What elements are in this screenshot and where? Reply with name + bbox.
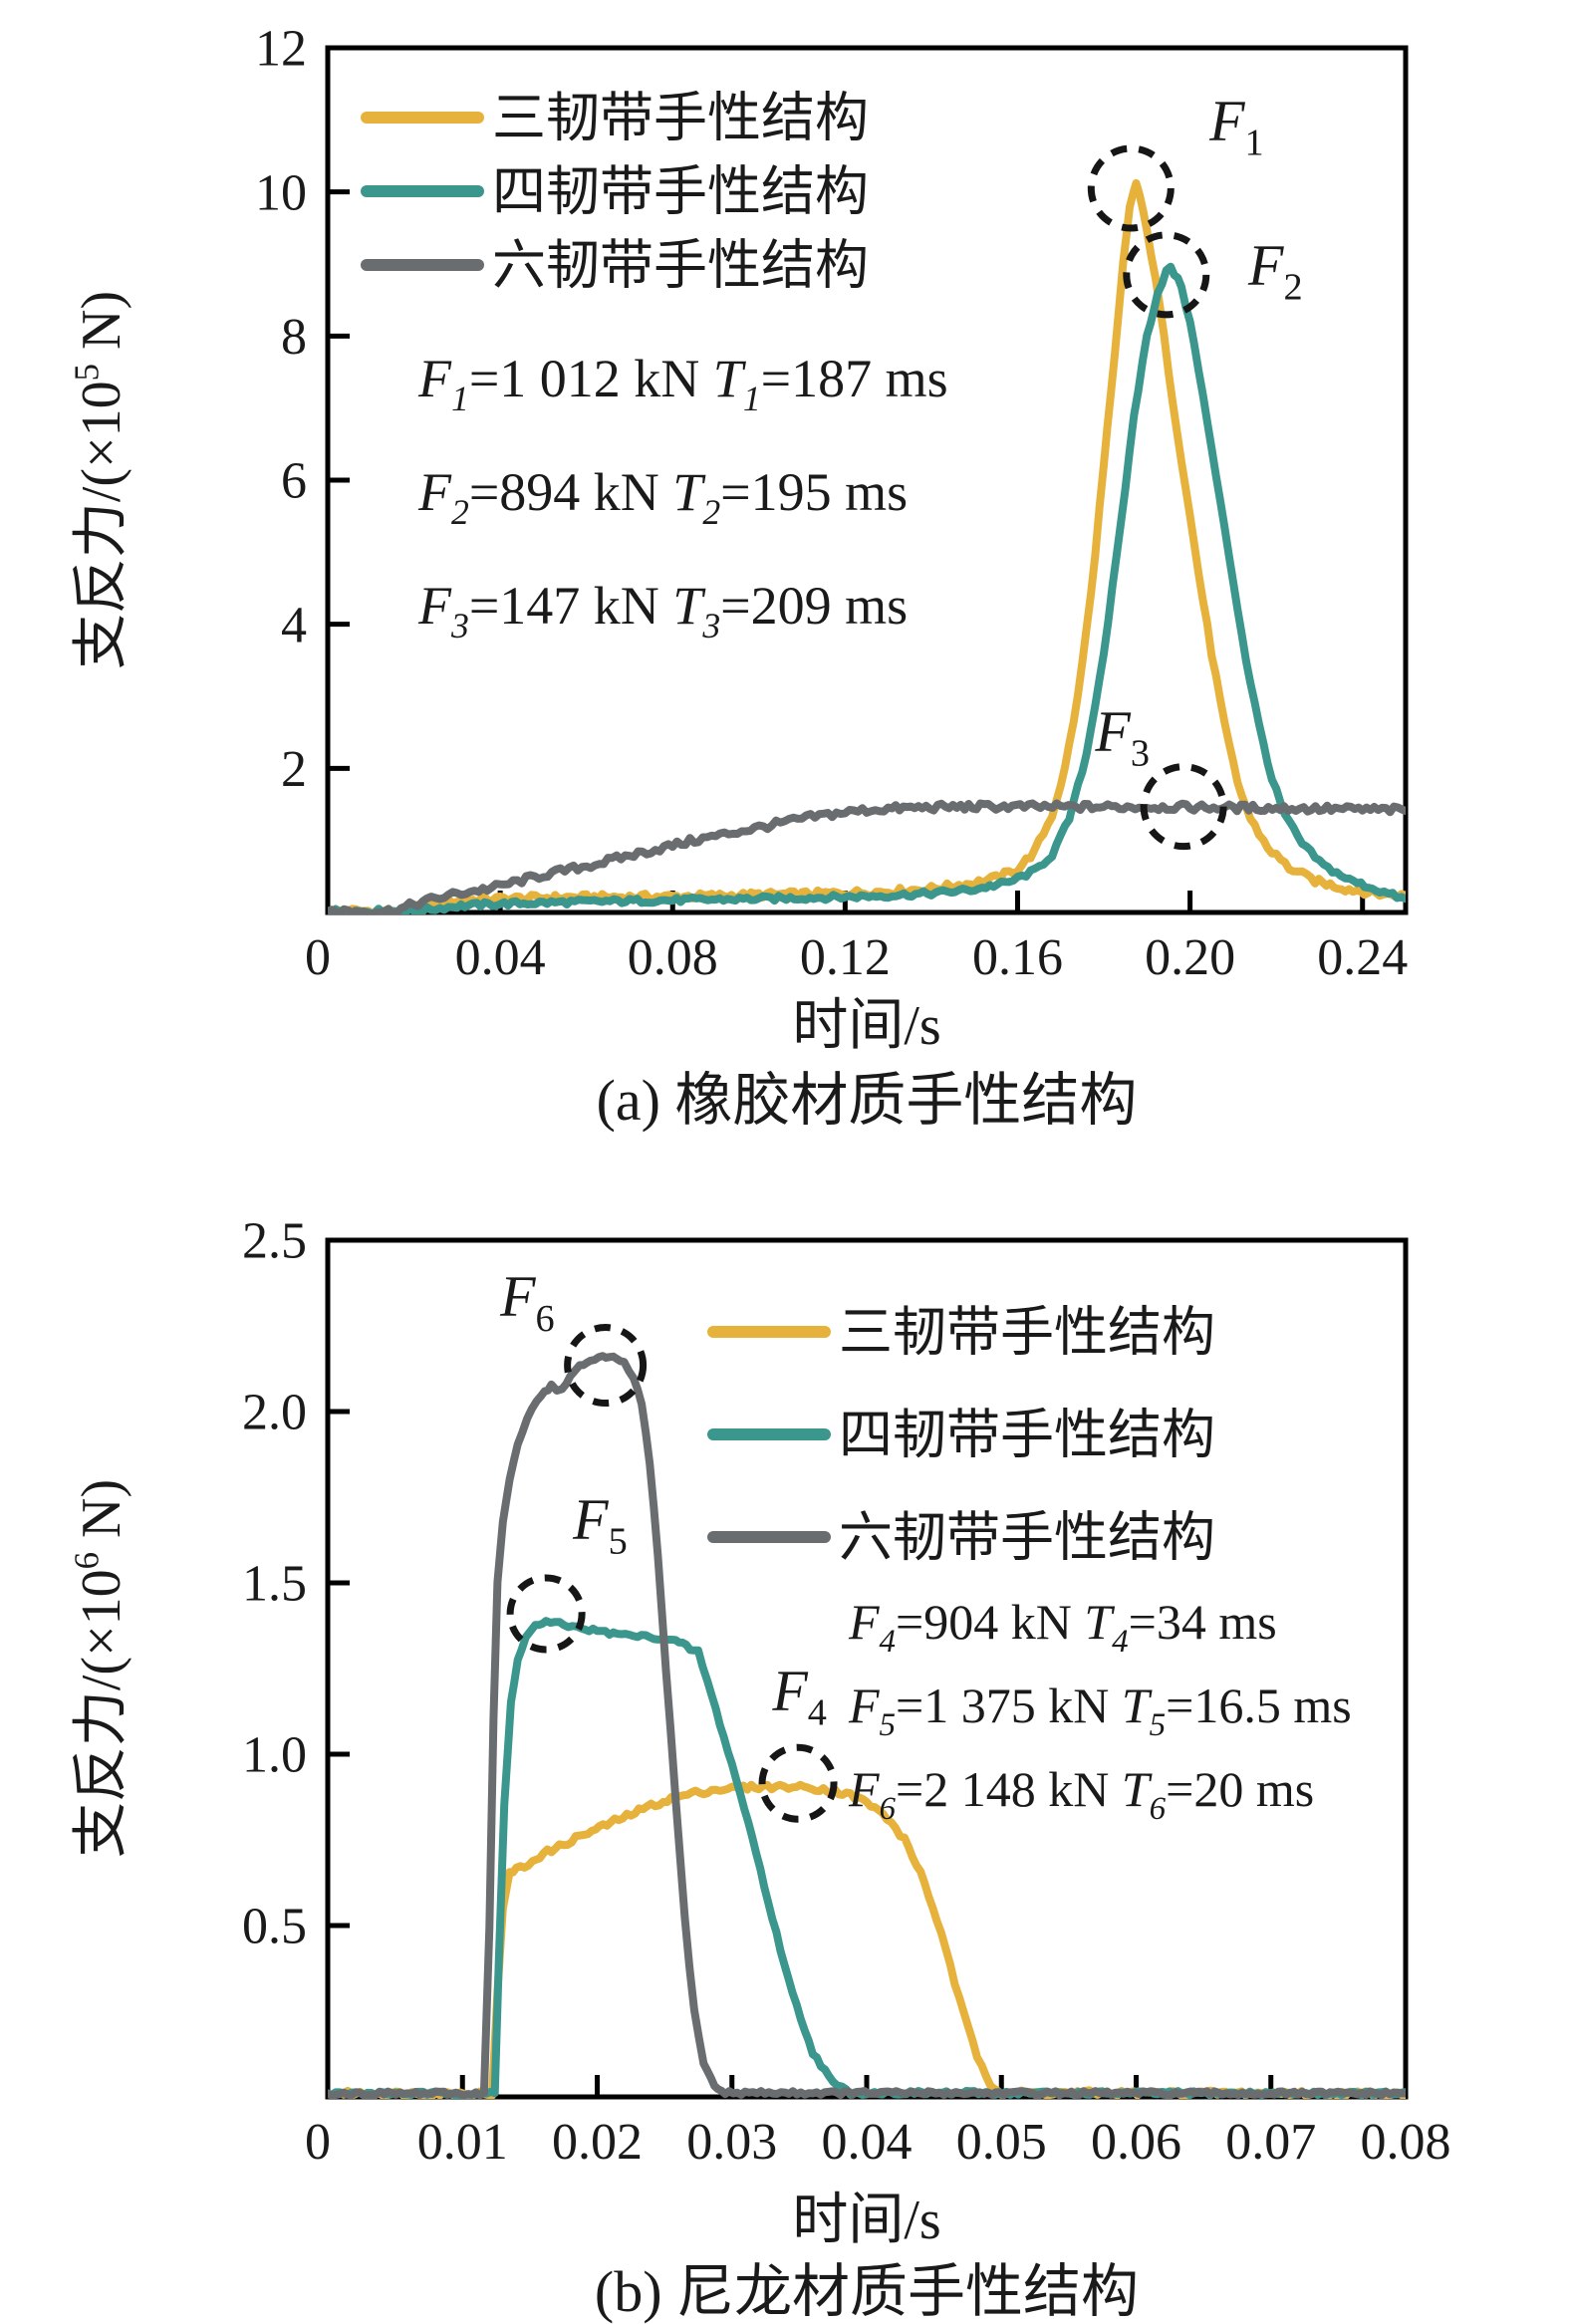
subplot-caption: (a) 橡胶材质手性结构 xyxy=(597,1068,1138,1133)
x-tick-label: 0.02 xyxy=(552,2114,643,2171)
legend-label-six-ligament: 六韧带手性结构 xyxy=(839,1507,1215,1567)
x-tick-label: 0.08 xyxy=(1361,2114,1451,2171)
legend-label-three-ligament: 三韧带手性结构 xyxy=(839,1302,1215,1362)
chart-a-rubber: 0 0.04 0.08 0.12 0.16 0.20 0.24 2 4 6 8 10 12 三韧带手性结构… xyxy=(68,21,1409,1133)
x-tick-label: 0.16 xyxy=(972,929,1063,986)
legend-label-three-ligament: 三韧带手性结构 xyxy=(492,88,869,147)
annotation-line-2: F2=894 kN T2=195 ms xyxy=(417,462,908,532)
legend-label-four-ligament: 四韧带手性结构 xyxy=(839,1405,1215,1464)
marker-circle-f5 xyxy=(506,1574,586,1654)
y-tick-label: 2.5 xyxy=(242,1213,307,1270)
x-tick-label: 0.08 xyxy=(628,929,718,986)
y-tick-label: 2.0 xyxy=(242,1385,307,1441)
y-tick-label: 0.5 xyxy=(242,1899,307,1955)
x-tick-label: 0.01 xyxy=(417,2114,508,2171)
x-tick-label: 0.03 xyxy=(686,2114,777,2171)
x-tick-label: 0 xyxy=(305,929,331,986)
y-tick-label: 2 xyxy=(281,741,307,798)
x-tick-label: 0.06 xyxy=(1091,2114,1181,2171)
x-axis-title: 时间/s xyxy=(792,2190,940,2251)
marker-label-f2: F2 xyxy=(1247,232,1303,308)
marker-circle-f1 xyxy=(1087,144,1175,232)
curve-six-ligament xyxy=(328,799,1406,914)
annotation-line-1: F1=1 012 kN T1=187 ms xyxy=(417,349,948,418)
y-tick-label: 1.0 xyxy=(242,1727,307,1784)
x-tick-label: 0.04 xyxy=(822,2114,913,2171)
marker-label-f1: F1 xyxy=(1208,89,1264,164)
x-tick-label: 0.05 xyxy=(956,2114,1047,2171)
y-axis-title: 支反力/(×105 N) xyxy=(68,291,132,669)
marker-label-f5: F5 xyxy=(572,1486,628,1562)
curve-four-ligament xyxy=(328,262,1406,914)
subplot-caption: (b) 尼龙材质手性结构 xyxy=(595,2259,1139,2324)
marker-label-f6: F6 xyxy=(499,1264,555,1340)
x-tick-label: 0.24 xyxy=(1317,929,1408,986)
legend-label-four-ligament: 四韧带手性结构 xyxy=(492,161,869,221)
x-tick-label: 0.12 xyxy=(800,929,891,986)
y-tick-label: 1.5 xyxy=(242,1556,307,1613)
chart-b-nylon: 0 0.01 0.02 0.03 0.04 0.05 0.06 0.07 0.08 0.5 1.0 1… xyxy=(68,1213,1451,2324)
annotation-line-3: F6=2 148 kN T6=20 ms xyxy=(848,1761,1314,1827)
y-axis-title: 支反力/(×106 N) xyxy=(68,1479,132,1858)
legend-label-six-ligament: 六韧带手性结构 xyxy=(492,235,869,295)
marker-circle-f3 xyxy=(1140,763,1227,851)
x-axis-title: 时间/s xyxy=(792,995,940,1057)
annotation-line-3: F3=147 kN T3=209 ms xyxy=(417,576,908,646)
marker-circle-f6 xyxy=(564,1324,648,1408)
x-tick-label: 0.04 xyxy=(455,929,546,986)
y-tick-label: 10 xyxy=(255,164,307,221)
x-tick-label: 0.20 xyxy=(1145,929,1235,986)
annotation-line-2: F5=1 375 kN T5=16.5 ms xyxy=(848,1678,1352,1743)
marker-label-f3: F3 xyxy=(1094,698,1150,774)
curves-group xyxy=(328,178,1406,914)
x-tick-label: 0.07 xyxy=(1225,2114,1316,2171)
y-tick-label: 6 xyxy=(281,453,307,510)
marker-label-f4: F4 xyxy=(771,1658,827,1733)
y-tick-label: 4 xyxy=(281,597,307,653)
curve-six-ligament xyxy=(328,1352,1406,2099)
annotation-line-1: F4=904 kN T4=34 ms xyxy=(848,1594,1277,1660)
marker-circle-f2 xyxy=(1123,231,1210,319)
x-tick-label: 0 xyxy=(305,2114,331,2171)
marker-circle-f4 xyxy=(758,1743,838,1823)
curves-group xyxy=(328,1352,1406,2099)
y-tick-label: 8 xyxy=(281,309,307,366)
y-tick-label: 12 xyxy=(255,21,307,78)
